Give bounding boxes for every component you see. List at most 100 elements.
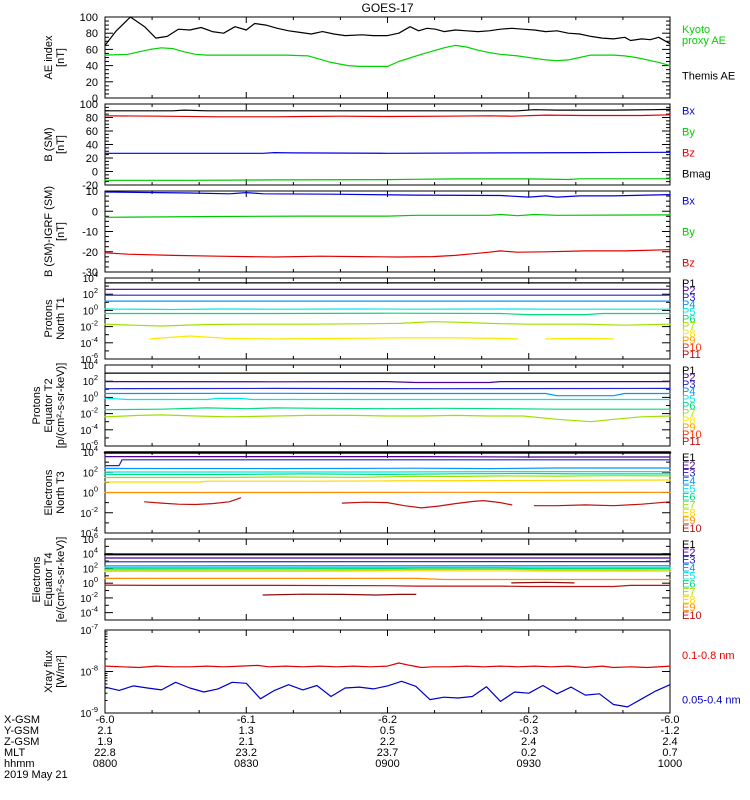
legend-protons-north-t1-p2: P2 [682, 285, 695, 297]
xaxis-value: 2.4 [662, 736, 677, 748]
series-electrons-north-t3-e3 [104, 459, 671, 467]
legend-protons-equator-t2-p2: P2 [682, 372, 695, 384]
legend-xray-flux-0-1-0-8-nm: 0.1-0.8 nm [682, 650, 735, 662]
ylabel-electrons-north-t3-1: North T3 [55, 471, 67, 514]
ylabel-protons-north-t1-1: North T1 [55, 297, 67, 340]
y-tick-label: 0 [92, 93, 98, 105]
series-protons-equator-t2-p7 [104, 414, 671, 423]
ylabel-ae-index-0: AE index [43, 35, 55, 80]
legend-electrons-equator-t4-e9: E9 [682, 602, 695, 614]
panel-xray-flux-axes: 10-7 10-8 10-9 [80, 622, 671, 720]
xaxis-value: 0830 [234, 758, 258, 770]
y-tick-label: 10-4 [80, 605, 98, 620]
y-tick-label: 106 [83, 531, 98, 546]
y-tick-label: 100 [83, 485, 98, 500]
xaxis-value: 2.4 [521, 736, 536, 748]
legend-electrons-equator-t4-e10: E10 [682, 610, 702, 622]
legend-protons-north-t1-p9: P9 [682, 335, 695, 347]
y-tick-label: 100 [80, 99, 98, 111]
y-tick-label: 100 [83, 575, 98, 590]
series-b-sm-bx [104, 151, 671, 154]
ylabel-b-sm-1: [nT] [55, 135, 67, 154]
y-tick-label: 40 [86, 61, 98, 73]
y-tick-label: 20 [86, 77, 98, 89]
y-tick-label: 104 [83, 357, 98, 372]
y-tick-label: 102 [83, 373, 98, 388]
legend-protons-north-t1-p8: P8 [682, 328, 695, 340]
series-protons-north-t1-p8-a [149, 335, 519, 340]
legend-protons-equator-t2-p9: P9 [682, 422, 695, 434]
ylabel-xray-flux-1: [W/m²] [55, 655, 67, 687]
legend-electrons-north-t3-e6: E6 [682, 491, 695, 503]
y-tick-label: 10 [86, 186, 98, 198]
legend-ae-index-kyoto: Kyoto proxy AE [682, 24, 726, 47]
date-label: 2019 May 21 [4, 769, 68, 781]
series-b-sm-bmag [104, 108, 671, 112]
y-tick-label: 10-4 [80, 525, 98, 540]
series-electrons-north-t3-e8 [104, 479, 671, 483]
y-tick-label: 104 [83, 270, 98, 285]
series-electrons-equator-t4-e10-low [262, 593, 417, 596]
legend-electrons-north-t3-e1: E1 [682, 452, 695, 464]
xaxis-row-label-x-gsm: X-GSM [4, 714, 40, 726]
series-protons-equator-t2-p4 [104, 392, 671, 397]
legend-electrons-equator-t4-e7: E7 [682, 586, 695, 598]
xaxis-value: 1000 [658, 758, 682, 770]
ylabel-protons-equator-t2-1: Equator T2 [43, 378, 55, 432]
xaxis-row-label-z-gsm: Z-GSM [4, 736, 39, 748]
legend-protons-equator-t2-p7: P7 [682, 408, 695, 420]
panel-ae-index: 0 20 40 60 80 100 AE index [nT] Kyoto proxy AE The… [43, 12, 735, 105]
y-tick-label: 102 [83, 560, 98, 575]
y-tick-label: 104 [83, 546, 98, 561]
y-tick-label: 10-2 [80, 319, 98, 334]
xaxis-value: 1.9 [97, 736, 112, 748]
legend-protons-north-t1-p7: P7 [682, 321, 695, 333]
series-electrons-north-t3-e6 [104, 472, 671, 476]
legend-protons-north-t1-p11: P11 [682, 349, 701, 361]
legend-electrons-north-t3-e4: E4 [682, 476, 695, 488]
legend-protons-north-t1-p10: P10 [682, 342, 702, 354]
legend-b-sm-by: By [682, 127, 695, 139]
legend-protons-north-t1-p3: P3 [682, 292, 695, 304]
legend-protons-north-t1-p1: P1 [682, 278, 695, 290]
legend-protons-equator-t2-p1: P1 [682, 365, 695, 377]
y-tick-label: 10-6 [80, 438, 98, 453]
legend-protons-north-t1-p6: P6 [682, 314, 695, 326]
panel-b-sm-igrf: 10 0 -10 -20 -30 B (SM)-IGRF (SM) [nT] Bx By Bz [43, 186, 695, 279]
series-electrons-north-t3-e4 [104, 467, 671, 470]
y-tick-label: 10-8 [80, 664, 98, 679]
legend-b-sm-igrf-bz: Bz [682, 257, 695, 269]
xaxis-value: 0.7 [662, 747, 677, 759]
xaxis-value: 1.3 [239, 725, 254, 737]
legend-electrons-equator-t4-e3: E3 [682, 555, 695, 567]
series-xray-flux-xray-long [104, 662, 671, 669]
y-tick-label: 100 [83, 389, 98, 404]
legend-ae-index-themis-ae: Themis AE [682, 70, 735, 82]
series-protons-north-t1-p7 [104, 321, 671, 327]
legend-electrons-north-t3-e8: E8 [682, 507, 695, 519]
y-tick-label: -20 [82, 180, 98, 192]
y-tick-label: 20 [86, 153, 98, 165]
y-tick-label: 60 [86, 44, 98, 56]
legend-xray-flux-0-05-0-4-nm: 0.05-0.4 nm [682, 695, 741, 707]
legend-b-sm-bmag: Bmag [682, 169, 711, 181]
legend-electrons-equator-t4-e5: E5 [682, 571, 695, 583]
legend-protons-north-t1-p4: P4 [682, 299, 695, 311]
y-tick-label: 10-2 [80, 406, 98, 421]
series-protons-north-t1-p5 [104, 308, 671, 311]
xaxis-value: 23.2 [236, 747, 257, 759]
legend-protons-equator-t2-p6: P6 [682, 401, 695, 413]
y-tick-label: 10-6 [80, 351, 98, 366]
ylabel-xray-flux-0: Xray flux [43, 650, 55, 693]
xaxis-value: -6.0 [96, 714, 115, 726]
panel-xray-flux: 10-7 10-8 10-9 Xray flux [W/m²] 0.1-0.8 nm 0.0… [43, 622, 741, 720]
legend-protons-north-t1-p5: P5 [682, 306, 695, 318]
panel-ae-index-axes: 0 20 40 60 80 100 [80, 12, 671, 105]
